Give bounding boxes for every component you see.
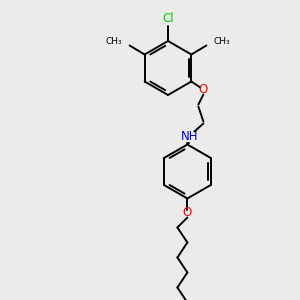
Text: NH: NH	[181, 130, 198, 143]
Text: Cl: Cl	[162, 13, 174, 26]
Text: CH₃: CH₃	[106, 37, 123, 46]
Text: CH₃: CH₃	[213, 37, 230, 46]
Text: O: O	[199, 83, 208, 96]
Text: O: O	[183, 206, 192, 219]
